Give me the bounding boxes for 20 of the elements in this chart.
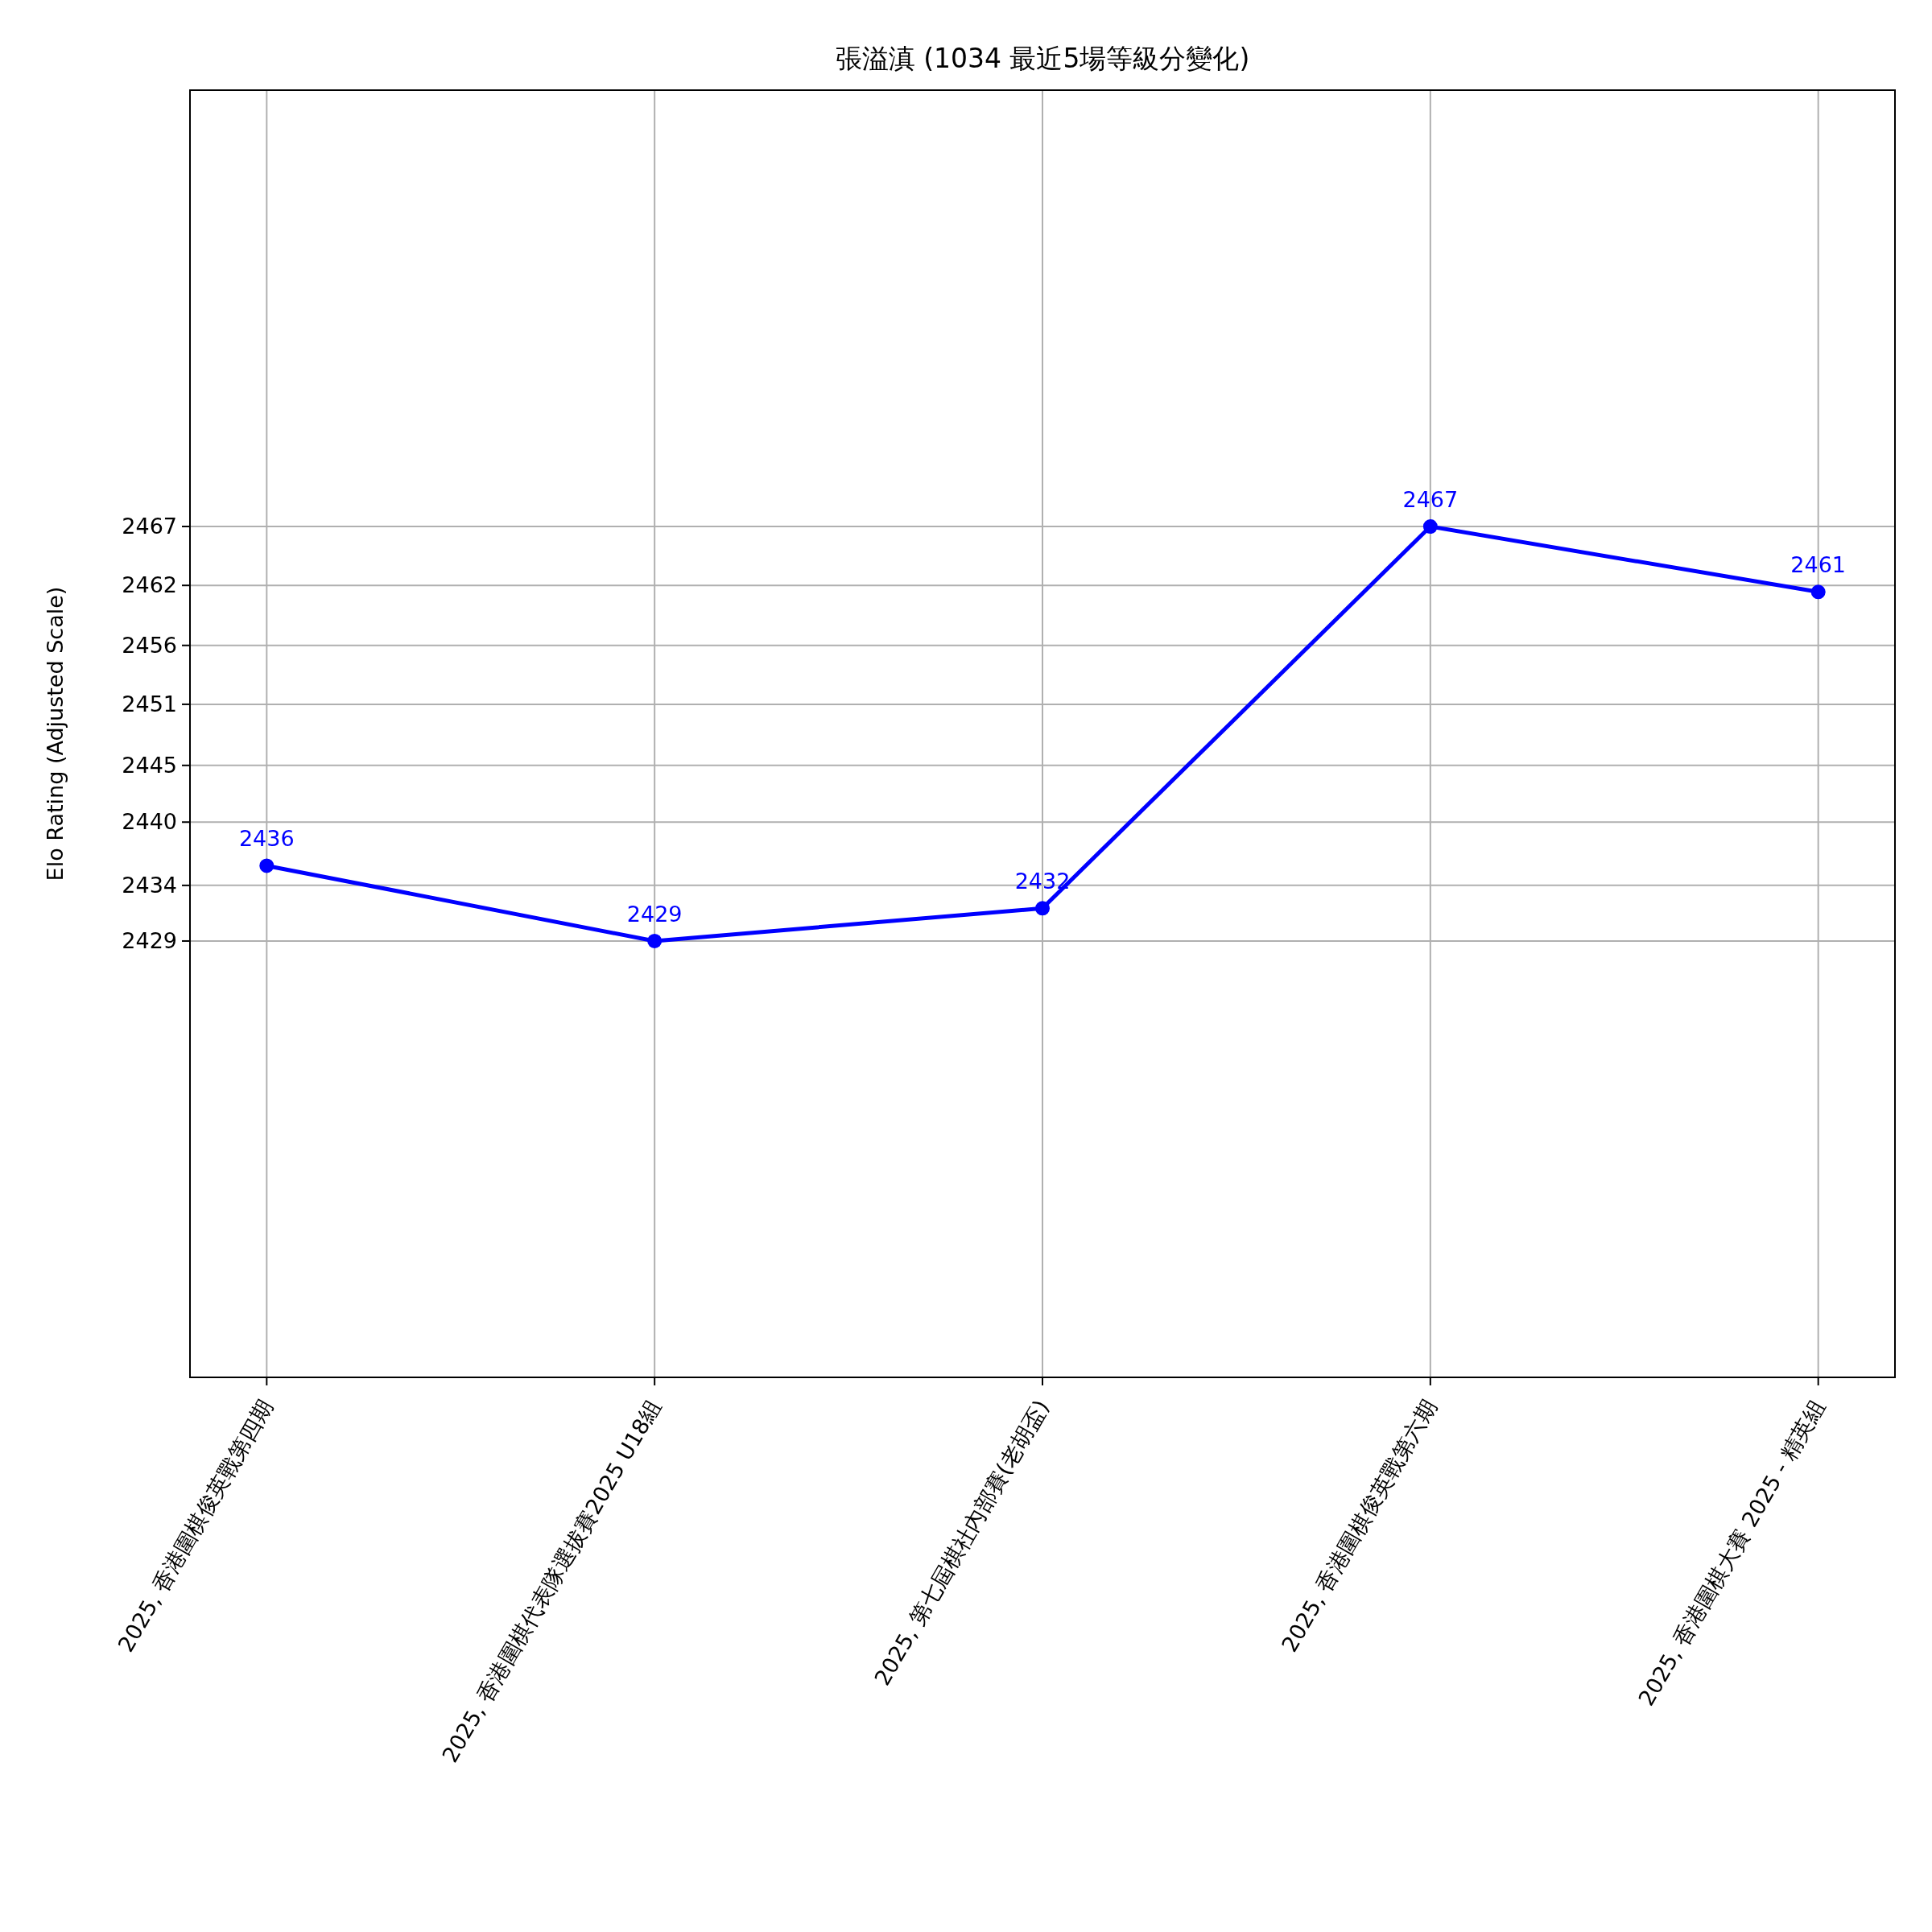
point [259, 858, 275, 873]
y-tick-label: 2451 [122, 691, 177, 716]
point [647, 933, 663, 948]
y-axis-title: Elo Rating (Adjusted Scale) [43, 586, 68, 881]
y-tick-label: 2462 [122, 572, 177, 598]
data-label: 2461 [1790, 552, 1847, 578]
chart-title: 張溢滇 (1034 最近5場等級分變化) [835, 43, 1250, 74]
y-tick-label: 2440 [122, 809, 177, 835]
point [1422, 519, 1438, 535]
data-label: 2429 [626, 901, 683, 927]
y-tick-label: 2429 [122, 927, 177, 953]
data-label: 2436 [238, 826, 295, 852]
y-tick-label: 2434 [122, 872, 177, 898]
data-label: 2432 [1014, 869, 1071, 894]
point [1810, 584, 1826, 600]
y-tick-label: 2456 [122, 632, 177, 658]
y-tick-label: 2467 [122, 514, 177, 539]
data-label: 2467 [1402, 487, 1459, 513]
y-tick-label: 2445 [122, 752, 177, 778]
point [1035, 901, 1050, 916]
